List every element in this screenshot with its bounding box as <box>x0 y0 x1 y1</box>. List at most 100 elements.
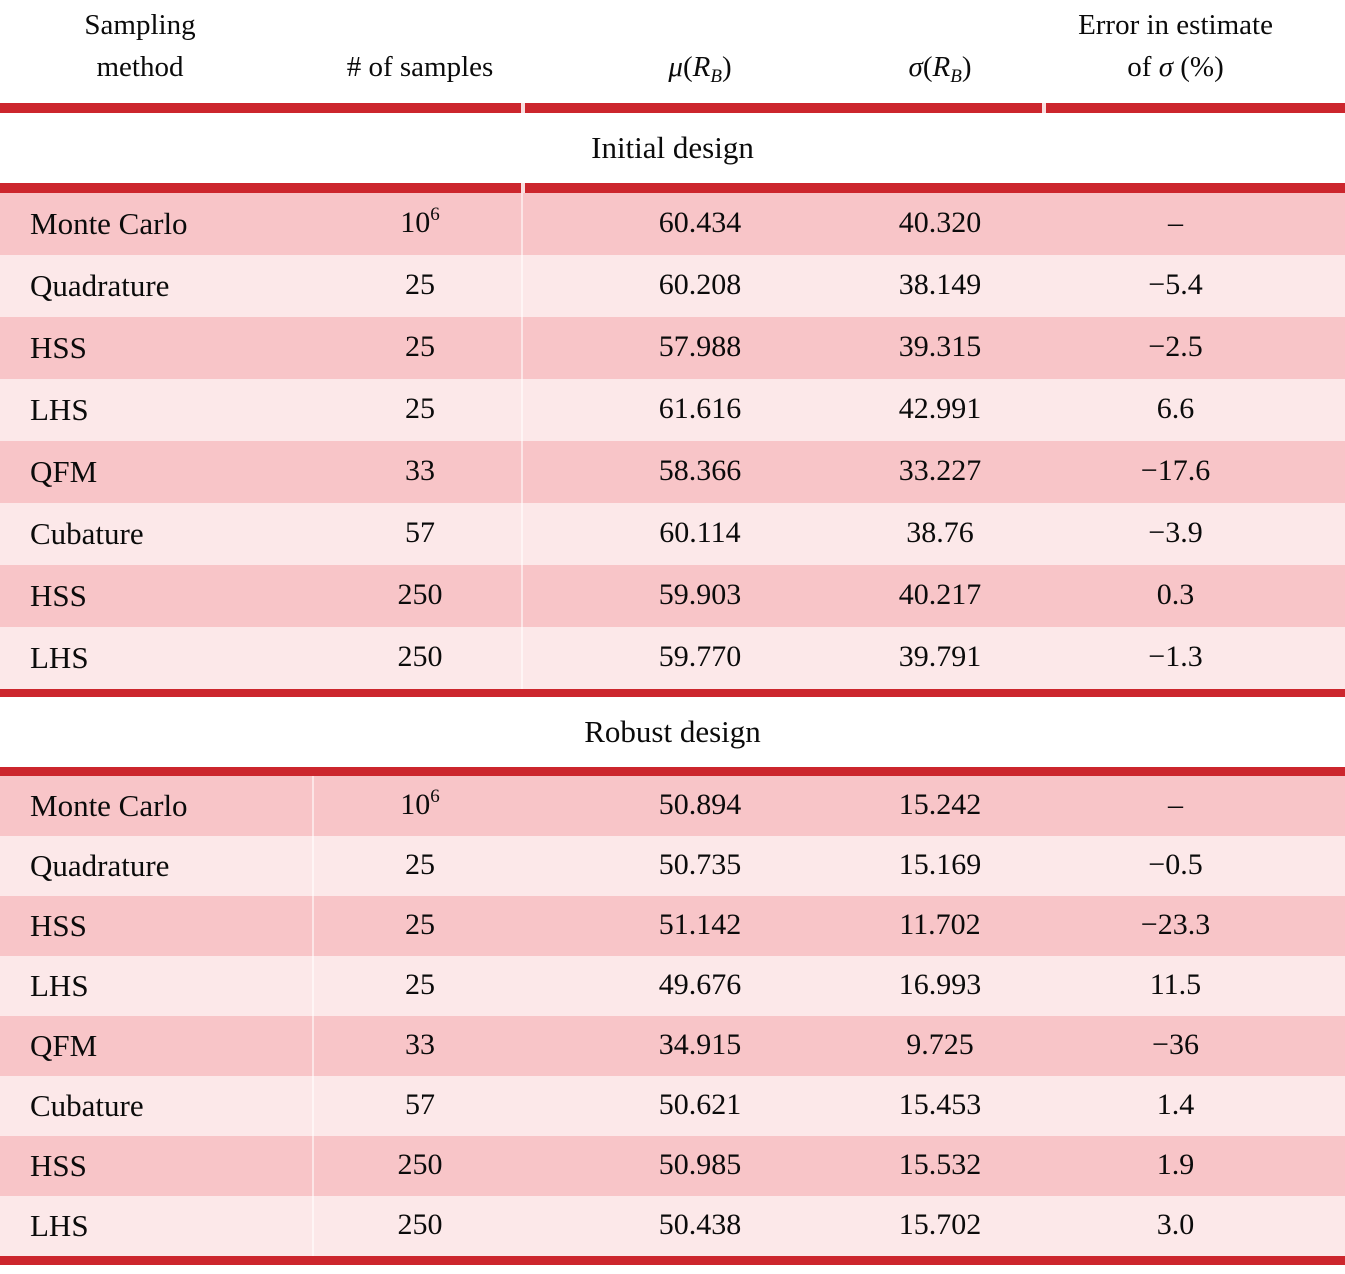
cell-error-value: 6.6 <box>1156 392 1195 425</box>
table-row: HSS 250 50.985 15.532 1.9 <box>0 1136 1345 1196</box>
mu-symbol-label: μ(RB) <box>560 46 840 92</box>
header-line: Error in estimate <box>1078 9 1273 41</box>
section-title-initial-design: Initial design <box>591 130 754 165</box>
cell-sigma-value: 39.315 <box>898 330 982 363</box>
table-rule <box>0 767 1345 776</box>
header-text: of <box>1127 51 1159 83</box>
cell-error-value: 1.9 <box>1156 1148 1195 1181</box>
sigma-symbol-label: σ(RB) <box>840 46 1040 92</box>
cell-sigma-value: 40.217 <box>898 578 982 611</box>
cell-num-samples: 250 <box>280 1210 560 1240</box>
samples-base: 250 <box>397 640 443 673</box>
cell-sampling-method: LHS <box>30 1207 89 1243</box>
samples-base: 25 <box>405 392 435 425</box>
samples-exponent: 6 <box>430 204 440 225</box>
cell-error-value: 11.5 <box>1149 968 1202 1001</box>
cell-sampling-method: Quadrature <box>30 847 170 883</box>
cell-sampling-method: Quadrature <box>30 267 170 303</box>
cell-mu-value: 59.770 <box>658 640 742 673</box>
cell-sigma-value: 38.76 <box>906 516 974 549</box>
cell-sampling-method: LHS <box>30 639 89 675</box>
header-text: (%) <box>1173 51 1224 83</box>
cell-sigma-value: 15.242 <box>898 788 982 821</box>
cell-num-samples: 106 <box>280 787 560 821</box>
samples-base: 33 <box>405 454 435 487</box>
samples-base: 57 <box>405 516 435 549</box>
table-rule <box>0 689 1345 697</box>
cell-sampling-method: HSS <box>30 577 87 613</box>
cell-num-samples: 250 <box>280 1150 560 1180</box>
cell-error-value: −0.5 <box>1148 848 1203 881</box>
cell-sampling-method: QFM <box>30 1027 98 1063</box>
column-header-error: Error in estimate of σ (%) <box>1040 4 1345 103</box>
mu-symbol: μ <box>668 51 683 83</box>
cell-num-samples: 25 <box>280 970 560 1000</box>
column-header-mu: μ(RB) <box>560 4 840 103</box>
cell-mu-value: 61.616 <box>658 392 742 425</box>
table-row: QFM 33 58.366 33.227 −17.6 <box>0 441 1345 503</box>
cell-num-samples: 25 <box>280 332 560 362</box>
cell-error-value: −5.4 <box>1148 268 1203 301</box>
cell-border-seam <box>312 776 314 1256</box>
cell-error-value: 1.4 <box>1156 1088 1195 1121</box>
cell-sigma-value: 38.149 <box>898 268 982 301</box>
samples-base: 250 <box>397 1208 443 1241</box>
cell-sampling-method: HSS <box>30 907 87 943</box>
robust-design-rows: Monte Carlo 106 50.894 15.242 – Quadratu… <box>0 776 1345 1256</box>
table-row: Cubature 57 50.621 15.453 1.4 <box>0 1076 1345 1136</box>
paren-close: ) <box>721 51 732 83</box>
paren-close: ) <box>961 51 972 83</box>
cell-sampling-method: Cubature <box>30 1087 144 1123</box>
cell-mu-value: 49.676 <box>658 968 742 1001</box>
cell-error-value: −23.3 <box>1140 908 1211 941</box>
cell-sigma-value: 42.991 <box>898 392 982 425</box>
cell-sampling-method: LHS <box>30 967 89 1003</box>
cell-num-samples: 250 <box>280 580 560 610</box>
table-row: Quadrature 25 50.735 15.169 −0.5 <box>0 836 1345 896</box>
table-row: Cubature 57 60.114 38.76 −3.9 <box>0 503 1345 565</box>
r-symbol: R <box>932 51 951 83</box>
header-line: Sampling <box>84 9 196 41</box>
r-symbol: R <box>692 51 711 83</box>
cell-mu-value: 50.438 <box>658 1208 742 1241</box>
samples-base: 250 <box>397 1148 443 1181</box>
table-row: Quadrature 25 60.208 38.149 −5.4 <box>0 255 1345 317</box>
cell-mu-value: 51.142 <box>658 908 742 941</box>
table-row: Monte Carlo 106 50.894 15.242 – <box>0 776 1345 836</box>
cell-mu-value: 50.735 <box>658 848 742 881</box>
table-row: LHS 25 61.616 42.991 6.6 <box>0 379 1345 441</box>
cell-mu-value: 57.988 <box>658 330 742 363</box>
cell-sampling-method: Monte Carlo <box>30 787 188 823</box>
column-header-sigma: σ(RB) <box>840 4 1040 103</box>
subscript-b: B <box>950 66 962 87</box>
cell-border-seam <box>521 193 523 689</box>
cell-sampling-method: HSS <box>30 329 87 365</box>
table-row: LHS 250 59.770 39.791 −1.3 <box>0 627 1345 689</box>
cell-error-value: −1.3 <box>1148 640 1203 673</box>
paren-open: ( <box>682 51 693 83</box>
initial-design-rows: Monte Carlo 106 60.434 40.320 – Quadratu… <box>0 193 1345 689</box>
cell-sampling-method: HSS <box>30 1147 87 1183</box>
table-row: Monte Carlo 106 60.434 40.320 – <box>0 193 1345 255</box>
cell-error-value: −36 <box>1152 1028 1199 1061</box>
cell-mu-value: 60.114 <box>659 516 741 549</box>
samples-base: 33 <box>405 1028 435 1061</box>
header-line: of σ (%) <box>1040 46 1311 88</box>
samples-base: 10 <box>400 788 431 821</box>
samples-base: 10 <box>400 206 431 239</box>
table-row: HSS 25 57.988 39.315 −2.5 <box>0 317 1345 379</box>
sigma-symbol: σ <box>908 51 923 83</box>
cell-num-samples: 25 <box>280 910 560 940</box>
column-header-num-samples: # of samples <box>280 4 560 103</box>
cell-sampling-method: Monte Carlo <box>30 205 188 241</box>
cell-error-value: – <box>1168 206 1183 239</box>
column-seam <box>1042 103 1046 113</box>
samples-base: 250 <box>397 578 443 611</box>
cell-sigma-value: 15.532 <box>898 1148 982 1181</box>
header-line: method <box>96 51 184 83</box>
cell-error-value: −3.9 <box>1148 516 1203 549</box>
cell-sigma-value: 15.702 <box>898 1208 982 1241</box>
cell-sampling-method: Cubature <box>30 515 144 551</box>
cell-error-value: −2.5 <box>1148 330 1203 363</box>
